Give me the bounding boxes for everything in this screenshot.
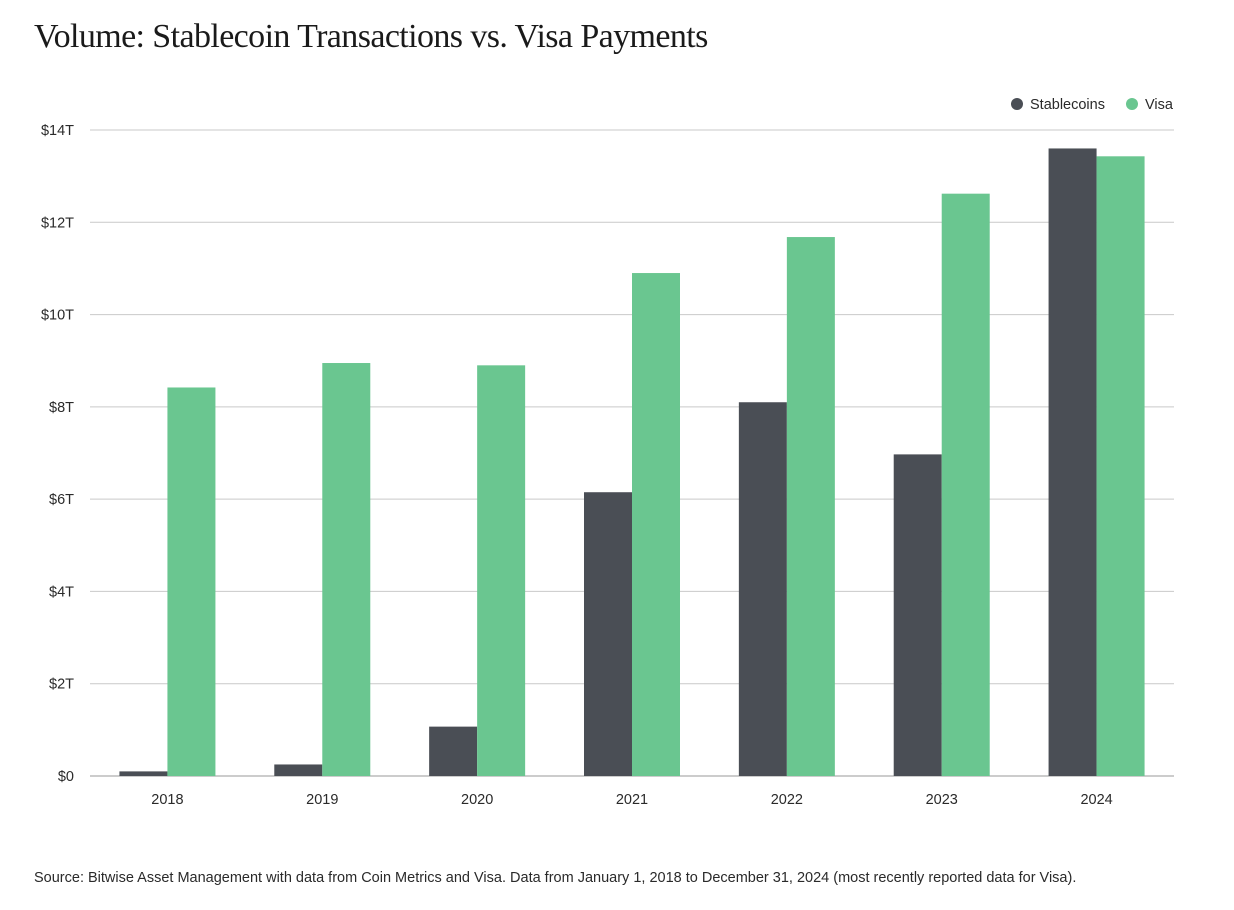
bar-visa-2020	[477, 365, 526, 776]
x-axis-ticks: 2018 2019 2020 2021 2022 2023 2024	[151, 792, 1112, 808]
x-tick-label: 2024	[1080, 792, 1112, 808]
chart-title: Volume: Stablecoin Transactions vs. Visa…	[34, 18, 708, 55]
bar-visa-2023	[941, 193, 990, 777]
x-tick-label: 2022	[771, 792, 803, 808]
y-tick-label: $0	[58, 769, 74, 785]
x-tick-label: 2023	[926, 792, 958, 808]
bar-stablecoins-2024	[1048, 148, 1097, 776]
legend-label-visa: Visa	[1145, 97, 1174, 113]
x-tick-label: 2018	[151, 792, 183, 808]
legend-marker-visa	[1126, 98, 1138, 110]
bar-stablecoins-2022	[738, 402, 787, 776]
bar-stablecoins-2023	[893, 454, 942, 776]
legend: Stablecoins Visa	[1011, 97, 1174, 113]
source-note: Source: Bitwise Asset Management with da…	[34, 870, 1077, 886]
y-axis-ticks: $0 $2T $4T $6T $8T $10T $12T $14T	[41, 123, 74, 785]
y-tick-label: $6T	[49, 492, 74, 508]
bar-stablecoins-2018	[119, 771, 168, 776]
y-tick-label: $12T	[41, 215, 74, 231]
bar-stablecoins-2019	[274, 764, 323, 776]
y-tick-label: $4T	[49, 584, 74, 600]
bar-visa-2022	[786, 237, 835, 777]
y-tick-label: $2T	[49, 677, 74, 693]
bar-chart: $0$2T$4T$6T$8T$10T$12T$14T 2018 2019 2020 2…	[41, 97, 1174, 808]
bars	[119, 148, 1145, 777]
y-tick-label: $10T	[41, 308, 74, 324]
y-tick-label: $14T	[41, 123, 74, 139]
y-tick-label: $8T	[49, 400, 74, 416]
x-tick-label: 2020	[461, 792, 493, 808]
bar-visa-2021	[632, 273, 680, 776]
legend-marker-stablecoins	[1011, 98, 1023, 110]
bar-visa-2018	[167, 387, 216, 776]
bar-visa-2024	[1096, 156, 1145, 777]
bar-stablecoins-2021	[584, 492, 632, 776]
x-tick-label: 2021	[616, 792, 648, 808]
legend-label-stablecoins: Stablecoins	[1030, 97, 1105, 113]
x-tick-label: 2019	[306, 792, 338, 808]
bar-visa-2019	[322, 363, 371, 776]
bar-stablecoins-2020	[429, 726, 478, 776]
